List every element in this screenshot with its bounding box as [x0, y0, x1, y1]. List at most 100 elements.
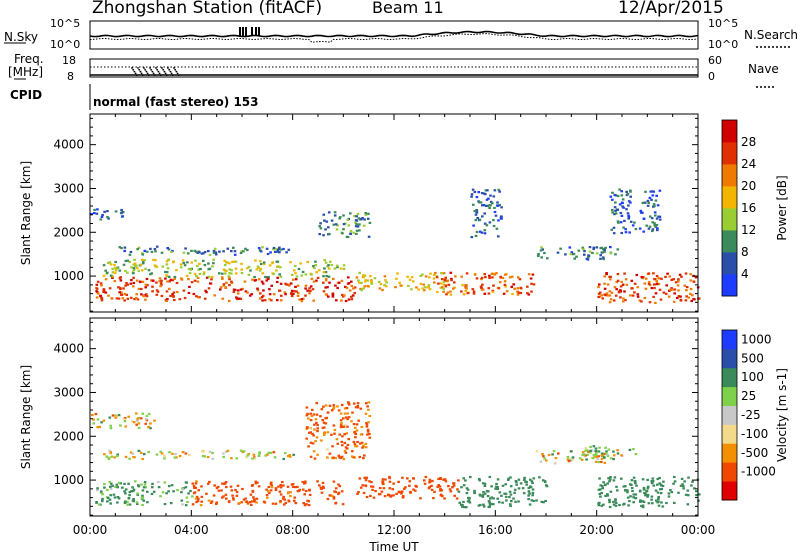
- data-cell: [364, 484, 368, 488]
- data-cell: [333, 214, 337, 217]
- data-cell: [609, 298, 613, 301]
- data-cell: [240, 268, 243, 271]
- data-cell: [475, 196, 479, 199]
- data-cell: [414, 489, 417, 492]
- data-cell: [445, 280, 449, 283]
- data-cell: [305, 414, 309, 417]
- data-cell: [267, 490, 270, 493]
- data-cell: [628, 448, 632, 451]
- data-cell: [368, 414, 372, 418]
- data-cell: [513, 488, 517, 491]
- data-cell: [658, 482, 661, 485]
- data-cell: [344, 416, 348, 419]
- data-cell: [285, 251, 288, 254]
- data-cell: [608, 275, 611, 278]
- data-cell: [570, 450, 573, 453]
- data-cell: [269, 451, 273, 454]
- data-cell: [612, 454, 616, 457]
- data-cell: [618, 203, 622, 206]
- data-cell: [638, 299, 642, 302]
- date-label: 12/Apr/2015: [618, 0, 724, 18]
- data-cell: [695, 490, 698, 493]
- data-cell: [355, 423, 359, 426]
- data-cell: [544, 499, 547, 503]
- data-cell: [474, 219, 478, 222]
- data-cell: [624, 228, 627, 231]
- data-cell: [259, 262, 263, 266]
- colorbar-segment: [722, 330, 737, 350]
- data-cell: [586, 258, 590, 261]
- colorbar-segment: [722, 186, 737, 209]
- data-cell: [531, 273, 535, 276]
- data-cell: [282, 457, 285, 461]
- data-cell: [677, 289, 680, 292]
- data-cell: [490, 202, 494, 205]
- data-cell: [246, 267, 249, 270]
- data-cell: [343, 412, 347, 415]
- data-cell: [483, 292, 487, 295]
- data-cell: [603, 249, 606, 252]
- data-cell: [643, 282, 647, 285]
- data-cell: [140, 483, 143, 486]
- data-cell: [356, 402, 360, 405]
- data-cell: [487, 505, 491, 509]
- data-cell: [184, 504, 188, 507]
- data-cell: [594, 447, 598, 450]
- data-cell: [161, 491, 165, 494]
- data-cell: [327, 275, 331, 278]
- data-cell: [654, 489, 658, 492]
- data-cell: [510, 275, 514, 278]
- data-cell: [544, 459, 548, 462]
- data-cell: [646, 495, 649, 498]
- data-cell: [201, 454, 205, 458]
- data-cell: [184, 247, 187, 250]
- data-cell: [200, 495, 204, 498]
- data-cell: [632, 448, 635, 451]
- data-cell: [312, 434, 315, 437]
- data-cell: [92, 212, 96, 215]
- data-cell: [496, 204, 500, 207]
- data-cell: [277, 485, 280, 488]
- data-cell: [598, 283, 601, 286]
- data-cell: [693, 487, 696, 490]
- data-cell: [486, 495, 490, 498]
- data-cell: [508, 496, 511, 499]
- data-cell: [262, 261, 266, 264]
- data-cell: [471, 288, 475, 291]
- data-cell: [358, 281, 361, 284]
- data-cell: [616, 449, 619, 452]
- data-cell: [293, 290, 296, 293]
- data-cell: [196, 276, 200, 279]
- data-cell: [334, 456, 337, 460]
- data-cell: [249, 269, 252, 272]
- data-cell: [640, 276, 644, 279]
- data-cell: [381, 480, 384, 483]
- data-cell: [137, 426, 141, 429]
- data-cell: [619, 221, 623, 224]
- data-cell: [186, 252, 190, 255]
- data-cell: [244, 247, 247, 250]
- data-cell: [636, 286, 640, 289]
- data-cell: [677, 491, 680, 494]
- data-cell: [176, 489, 179, 492]
- data-cell: [207, 275, 211, 278]
- data-cell: [350, 420, 353, 423]
- data-cell: [332, 407, 335, 411]
- data-cell: [338, 216, 342, 219]
- x-tick-label: 20:00: [579, 523, 614, 537]
- data-cell: [642, 230, 645, 233]
- data-cell: [358, 455, 362, 459]
- data-cell: [166, 298, 169, 301]
- data-cell: [221, 496, 224, 499]
- data-cell: [142, 295, 145, 298]
- data-cell: [612, 299, 616, 302]
- data-cell: [129, 451, 133, 454]
- data-cell: [309, 441, 313, 444]
- data-cell: [327, 211, 331, 214]
- data-cell: [603, 275, 606, 278]
- data-cell: [568, 246, 572, 249]
- data-cell: [261, 294, 265, 297]
- nave-dip-dot: [143, 67, 145, 69]
- nave-dip-dot: [157, 70, 160, 73]
- data-cell: [146, 490, 149, 493]
